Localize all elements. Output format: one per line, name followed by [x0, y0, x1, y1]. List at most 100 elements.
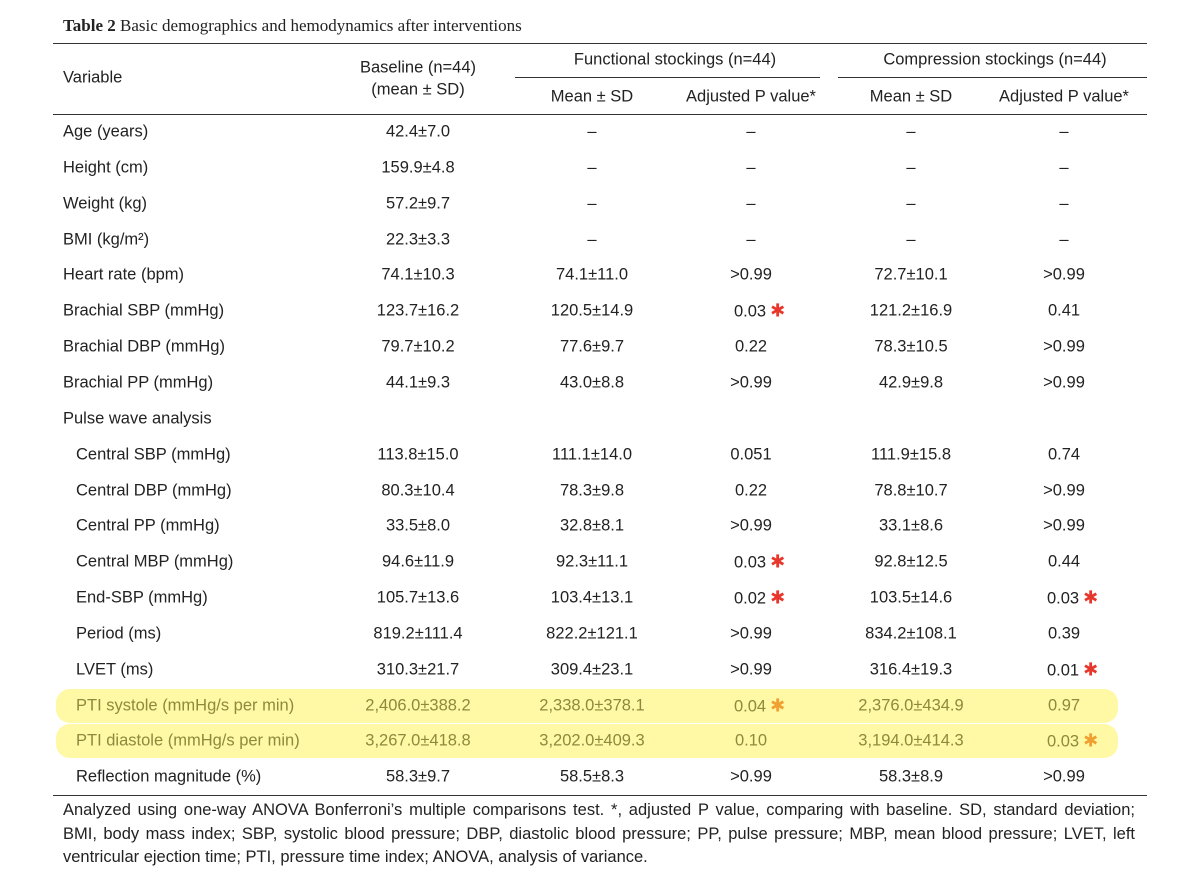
row-label: Central MBP (mmHg): [76, 552, 234, 571]
cell: 0.44: [1047, 552, 1081, 571]
cell-value: 0.02: [734, 589, 767, 608]
cell: 58.3±9.7: [385, 767, 451, 786]
cell-value: 0.03: [734, 302, 767, 321]
top-rule: [53, 43, 1147, 44]
cell: 77.6±9.7: [559, 337, 625, 356]
row-label: Central SBP (mmHg): [76, 445, 231, 464]
cell: 159.9±4.8: [381, 158, 455, 177]
cell: 33.1±8.6: [878, 516, 944, 535]
cell: 121.2±16.9: [869, 301, 953, 320]
row-label: Weight (kg): [63, 194, 148, 213]
cell: 78.8±10.7: [874, 481, 948, 499]
significance-mark: ✱: [770, 587, 786, 608]
row-label: LVET (ms): [76, 660, 154, 679]
cell: 58.5±8.3: [559, 767, 625, 786]
row-label: Reflection magnitude (%): [76, 767, 262, 786]
row-label: Brachial SBP (mmHg): [63, 301, 225, 320]
cell: –: [746, 194, 756, 213]
cell: 2,406.0±388.2: [365, 696, 471, 715]
row-label: Brachial DBP (mmHg): [63, 337, 225, 356]
row-label: Central PP (mmHg): [76, 516, 220, 535]
bottom-rule: [53, 795, 1147, 796]
cell-value: 0.04: [734, 697, 767, 716]
cell: 33.5±8.0: [385, 516, 451, 535]
cell: 57.2±9.7: [385, 194, 451, 213]
cell: –: [587, 230, 597, 249]
cell: 79.7±10.2: [381, 337, 455, 356]
cell: >0.99: [730, 767, 772, 786]
cell: >0.99: [1043, 265, 1085, 284]
cell: >0.99: [1043, 516, 1085, 535]
significance-mark: ✱: [770, 551, 786, 572]
cell: 32.8±8.1: [559, 516, 625, 535]
cell-value: 0.01: [1047, 661, 1080, 680]
cell: 92.8±12.5: [874, 552, 948, 571]
cell: –: [1059, 230, 1069, 249]
cell-value: 0.03: [1047, 732, 1080, 751]
cell: –: [746, 158, 756, 177]
cell: –: [746, 122, 756, 141]
cell: 58.3±8.9: [878, 767, 944, 786]
cell: –: [1059, 158, 1069, 177]
row-label: Central DBP (mmHg): [76, 481, 232, 499]
group-rule: [838, 77, 1147, 78]
cell: 0.03 ✱: [1047, 731, 1098, 752]
cell: >0.99: [730, 624, 772, 643]
cell: 0.03 ✱: [1047, 588, 1098, 609]
cell: 0.051: [730, 445, 772, 464]
group-header: Functional stockings (n=44): [573, 50, 777, 69]
cell: 22.3±3.3: [385, 230, 451, 249]
row-label: Heart rate (bpm): [63, 265, 185, 284]
significance-mark: ✱: [770, 695, 786, 716]
cell: >0.99: [1043, 337, 1085, 356]
cell: 0.10: [734, 731, 768, 750]
cell: 310.3±21.7: [376, 660, 460, 679]
row-label: Pulse wave analysis: [63, 409, 212, 428]
row-label: Age (years): [63, 122, 149, 141]
cell: 2,376.0±434.9: [858, 696, 964, 715]
cell: 72.7±10.1: [874, 265, 948, 284]
cell: >0.99: [730, 265, 772, 284]
row-label: PTI systole (mmHg/s per min): [76, 696, 295, 715]
header-baseline: Baseline (n=44): [359, 58, 477, 77]
cell: 113.8±15.0: [377, 445, 459, 464]
cell: 834.2±108.1: [865, 624, 957, 643]
column-header: Adjusted P value*: [686, 87, 816, 106]
header-rule: [53, 114, 1147, 115]
cell: –: [746, 230, 756, 249]
cell: 123.7±16.2: [376, 301, 460, 320]
cell: 3,267.0±418.8: [365, 731, 471, 750]
cell: –: [906, 122, 916, 141]
cell: 0.04 ✱: [734, 695, 785, 716]
cell: –: [1059, 194, 1069, 213]
cell: >0.99: [1043, 481, 1085, 499]
cell: 0.01 ✱: [1047, 659, 1098, 680]
cell: 316.4±19.3: [869, 660, 953, 679]
cell: 2,338.0±378.1: [539, 696, 645, 715]
cell: –: [906, 158, 916, 177]
cell-value: 0.03: [1047, 589, 1080, 608]
cell: 111.9±15.8: [870, 445, 952, 464]
column-header: Mean ± SD: [550, 87, 634, 106]
cell: 0.02 ✱: [734, 588, 785, 609]
cell: 78.3±9.8: [559, 481, 625, 499]
significance-mark: ✱: [770, 300, 786, 321]
cell: >0.99: [730, 516, 772, 535]
column-header: Adjusted P value*: [999, 87, 1129, 106]
cell: –: [906, 230, 916, 249]
row-label: PTI diastole (mmHg/s per min): [76, 731, 300, 750]
cell: 74.1±10.3: [381, 265, 455, 284]
cell: 111.1±14.0: [551, 445, 633, 464]
cell: 0.97: [1047, 696, 1081, 715]
cell: 309.4±23.1: [550, 660, 634, 679]
cell: >0.99: [1043, 767, 1085, 786]
significance-mark: ✱: [1083, 730, 1099, 751]
cell: 0.03 ✱: [734, 552, 785, 573]
table-label: Table 2: [63, 16, 116, 35]
cell: >0.99: [1043, 373, 1085, 392]
cell: 105.7±13.6: [376, 588, 460, 607]
cell: 43.0±8.8: [559, 373, 625, 392]
cell: 0.39: [1047, 624, 1081, 643]
table-title: Table 2 Basic demographics and hemodynam…: [63, 16, 522, 36]
